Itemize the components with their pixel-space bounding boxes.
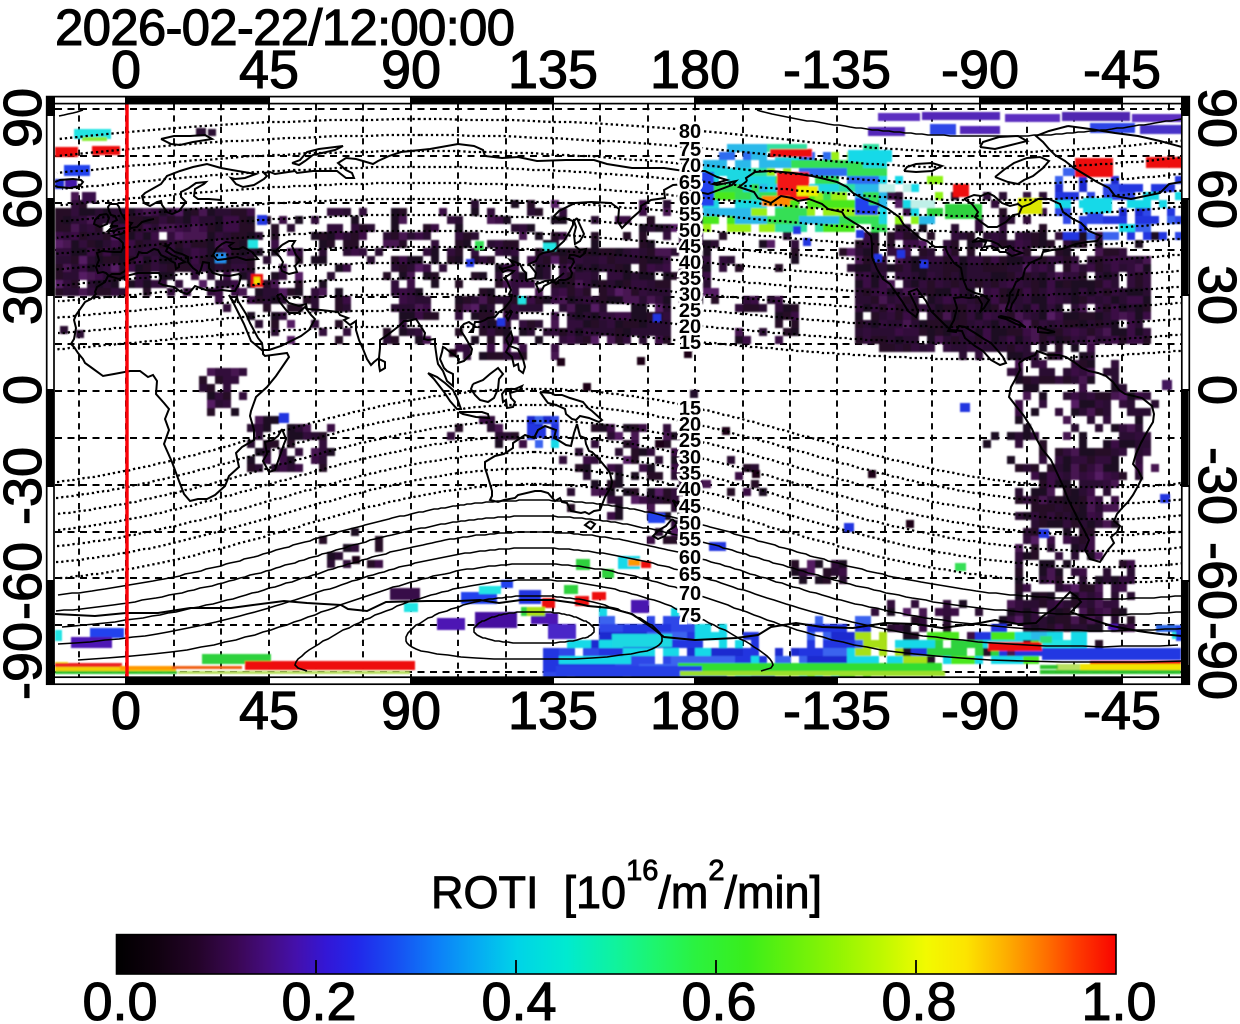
svg-text:90: 90	[1187, 88, 1240, 148]
svg-text:-30: -30	[1187, 447, 1240, 525]
svg-text:25: 25	[679, 430, 701, 452]
svg-text:-90: -90	[1187, 622, 1240, 700]
svg-text:70: 70	[679, 583, 701, 605]
svg-text:-45: -45	[1083, 681, 1161, 741]
svg-text:35: 35	[679, 463, 701, 485]
svg-text:40: 40	[679, 252, 701, 274]
svg-text:60: 60	[1187, 169, 1240, 229]
svg-text:0.2: 0.2	[281, 972, 356, 1024]
svg-text:65: 65	[679, 172, 701, 194]
svg-text:0.8: 0.8	[881, 972, 956, 1024]
svg-text:45: 45	[679, 496, 701, 518]
svg-text:50: 50	[679, 513, 701, 535]
svg-text:-135: -135	[783, 681, 891, 741]
svg-text:-60: -60	[1187, 542, 1240, 620]
svg-text:25: 25	[679, 300, 701, 322]
svg-text:-45: -45	[1083, 40, 1161, 100]
svg-text:0: 0	[0, 375, 53, 405]
svg-text:-60: -60	[0, 542, 53, 620]
svg-text:55: 55	[679, 529, 701, 551]
svg-text:15: 15	[679, 398, 701, 420]
svg-text:0: 0	[1187, 375, 1240, 405]
svg-text:90: 90	[381, 681, 441, 741]
svg-text:30: 30	[679, 284, 701, 306]
svg-text:55: 55	[679, 204, 701, 226]
svg-text:0: 0	[111, 681, 141, 741]
svg-text:80: 80	[679, 121, 701, 143]
svg-text:40: 40	[679, 479, 701, 501]
svg-text:50: 50	[679, 220, 701, 242]
svg-text:75: 75	[679, 139, 701, 161]
svg-text:135: 135	[508, 681, 598, 741]
svg-text:45: 45	[239, 681, 299, 741]
svg-text:20: 20	[679, 414, 701, 436]
svg-text:-90: -90	[941, 40, 1019, 100]
svg-text:60: 60	[0, 169, 53, 229]
svg-text:30: 30	[679, 447, 701, 469]
svg-text:0: 0	[111, 40, 141, 100]
svg-text:180: 180	[650, 681, 740, 741]
svg-text:-135: -135	[783, 40, 891, 100]
svg-text:60: 60	[679, 188, 701, 210]
svg-text:135: 135	[508, 40, 598, 100]
svg-text:-90: -90	[0, 622, 53, 700]
svg-text:35: 35	[679, 268, 701, 290]
svg-text:60: 60	[679, 547, 701, 569]
svg-text:20: 20	[679, 316, 701, 338]
svg-text:45: 45	[239, 40, 299, 100]
svg-text:1.0: 1.0	[1081, 972, 1156, 1024]
svg-text:0.0: 0.0	[82, 972, 157, 1024]
svg-text:90: 90	[381, 40, 441, 100]
svg-text:-90: -90	[941, 681, 1019, 741]
svg-text:70: 70	[679, 155, 701, 177]
svg-text:75: 75	[679, 605, 701, 627]
svg-text:0.4: 0.4	[481, 972, 556, 1024]
svg-text:15: 15	[679, 332, 701, 354]
svg-text:-30: -30	[0, 447, 53, 525]
svg-text:65: 65	[679, 564, 701, 586]
svg-text:180: 180	[650, 40, 740, 100]
svg-text:90: 90	[0, 88, 53, 148]
svg-text:0.6: 0.6	[681, 972, 756, 1024]
svg-text:2026-02-22/12:00:00: 2026-02-22/12:00:00	[55, 0, 515, 56]
svg-text:30: 30	[0, 265, 53, 325]
svg-text:45: 45	[679, 236, 701, 258]
svg-text:30: 30	[1187, 265, 1240, 325]
